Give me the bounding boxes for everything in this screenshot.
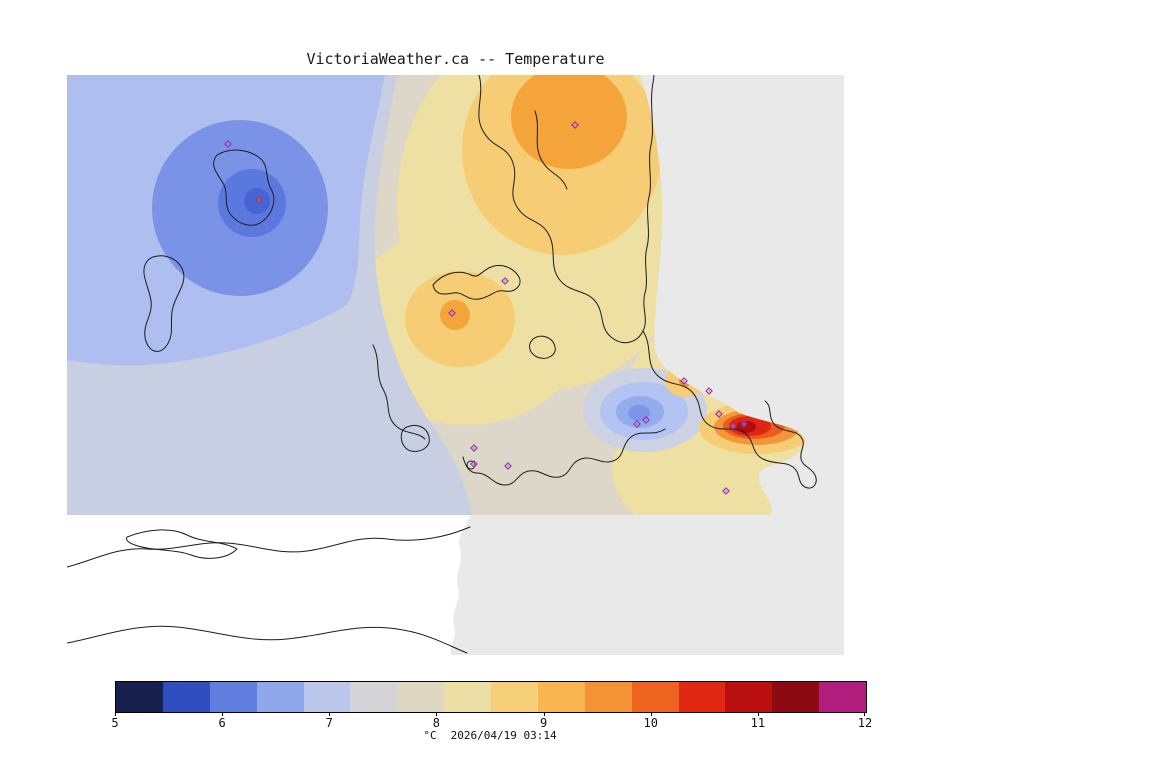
colorbar-tick-label: 11 — [750, 716, 766, 730]
colorbar-tick-label: 8 — [432, 716, 441, 730]
colorbar-segment — [444, 682, 491, 712]
colorbar-segment — [303, 682, 351, 712]
temperature-map — [66, 74, 844, 655]
colorbar-tick-label: 6 — [218, 716, 226, 730]
coastline-peninsula — [478, 74, 655, 344]
coastline-east — [642, 330, 817, 489]
unit-label: °C — [423, 729, 437, 742]
colorbar-caption: °C 2026/04/19 03:14 — [115, 729, 865, 742]
colorbar-segment — [491, 682, 538, 712]
map-canvas — [66, 74, 844, 655]
coastline-south-shore — [462, 428, 666, 486]
coastline-gorge — [432, 264, 521, 300]
colorbar — [115, 681, 867, 713]
colorbar-segment — [397, 682, 445, 712]
coastline-strait-north — [66, 526, 471, 568]
colorbar-ticks — [115, 712, 866, 717]
colorbar-segment — [819, 682, 866, 712]
colorbar-segment — [725, 682, 773, 712]
colorbar-segment — [584, 682, 632, 712]
colorbar-segment — [256, 682, 304, 712]
timestamp: 2026/04/19 03:14 — [450, 729, 557, 742]
coastline-west-island — [143, 255, 185, 352]
coastline-island — [400, 424, 430, 452]
colorbar-tick-label: 5 — [111, 716, 119, 730]
coastline-inlet — [534, 110, 568, 190]
coastline-harbour — [213, 149, 275, 226]
colorbar-segment — [631, 682, 679, 712]
coastline-strait-south — [66, 625, 468, 654]
colorbar-segment — [772, 682, 820, 712]
coastline-west-shore — [372, 344, 426, 440]
colorbar-segment — [537, 682, 585, 712]
nodata-region — [67, 515, 470, 655]
colorbar-segment — [116, 682, 163, 712]
colorbar-labels: 5 6 7 8 9 10 11 12 — [111, 716, 872, 730]
colorbar-segment — [678, 682, 726, 712]
colorbar-tick-label: 9 — [539, 716, 548, 730]
coastlines — [66, 74, 817, 654]
page-title: VictoriaWeather.ca -- Temperature — [306, 50, 605, 68]
coastline-spit — [126, 529, 238, 559]
colorbar-tick-label: 7 — [325, 716, 333, 730]
coastline-lake — [529, 335, 556, 359]
colorbar-segment — [209, 682, 257, 712]
colorbar-tick-label: 12 — [857, 716, 873, 730]
colorbar-segment — [350, 682, 398, 712]
colorbar-segment — [162, 682, 210, 712]
colorbar-tick-label: 10 — [643, 716, 658, 730]
